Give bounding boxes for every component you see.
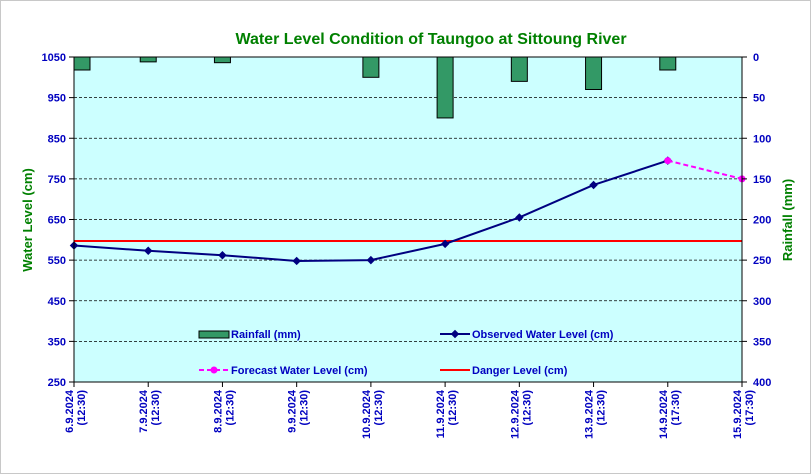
legend-item-observed: Observed Water Level (cm) <box>440 329 614 341</box>
observed-water-level-series <box>69 156 673 266</box>
y2-tick-label: 0 <box>753 52 759 64</box>
x-tick-label-time: (12:30) <box>521 390 533 426</box>
y2-tick-label: 100 <box>753 133 771 145</box>
legend-label-observed: Observed Water Level (cm) <box>472 329 614 341</box>
rainfall-bar <box>659 56 677 71</box>
x-tick-label-date: 6.9.2024 <box>64 389 76 433</box>
y2-tick-label: 200 <box>753 215 771 227</box>
legend-swatch-rainfall <box>198 330 230 339</box>
observed-point <box>366 255 376 265</box>
legend: Rainfall (mm) Observed Water Level (cm) … <box>198 329 614 377</box>
x-tick-label-date: 12.9.2024 <box>509 389 521 439</box>
chart-title: Water Level Condition of Taungoo at Sitt… <box>235 31 626 48</box>
observed-point <box>292 256 301 266</box>
observed-point <box>143 246 153 256</box>
rainfall-bar <box>213 56 231 64</box>
x-tick-label-date: 14.9.2024 <box>658 389 670 439</box>
x-tick-label-date: 9.9.2024 <box>287 389 299 433</box>
rainfall-bar <box>139 56 157 63</box>
left-y-tick-labels: 1050 950 850 750 650 550 450 350 250 <box>42 52 74 389</box>
rainfall-bar <box>436 56 454 119</box>
y-tick-label: 1050 <box>42 52 66 64</box>
x-tick-label-date: 13.9.2024 <box>584 389 596 439</box>
legend-label-rainfall: Rainfall (mm) <box>231 329 301 341</box>
x-tick-label-time: (17:30) <box>670 390 682 426</box>
observed-point <box>440 239 450 249</box>
x-tick-label-date: 15.9.2024 <box>732 389 744 439</box>
legend-item-forecast: Forecast Water Level (cm) <box>199 365 368 377</box>
x-tick-label-time: (12:30) <box>447 390 459 426</box>
legend-item-rainfall: Rainfall (mm) <box>198 329 301 341</box>
x-tick-label-time: (12:30) <box>224 390 236 426</box>
x-tick-label-date: 8.9.2024 <box>212 389 224 433</box>
x-tick-label-time: (12:30) <box>596 390 608 426</box>
x-tick-labels: 6.9.2024 (12:30) 7.9.2024 (12:30) 8.9.2024 (1… <box>64 382 756 439</box>
y2-tick-label: 350 <box>753 336 771 348</box>
y-tick-label: 350 <box>48 336 66 348</box>
legend-label-forecast: Forecast Water Level (cm) <box>231 365 368 377</box>
legend-label-danger: Danger Level (cm) <box>472 365 568 377</box>
y-tick-label: 850 <box>48 133 66 145</box>
x-tick-label-date: 11.9.2024 <box>435 389 447 438</box>
y-tick-label: 650 <box>48 215 66 227</box>
y-tick-label: 750 <box>48 174 66 186</box>
y-tick-label: 550 <box>48 255 66 267</box>
x-tick-label-date: 10.9.2024 <box>361 389 373 439</box>
x-tick-label-time: (17:30) <box>744 390 756 426</box>
x-tick-label-time: (12:30) <box>299 390 311 426</box>
legend-item-danger: Danger Level (cm) <box>440 365 568 377</box>
forecast-point <box>664 157 672 165</box>
y-tick-label: 250 <box>48 377 66 389</box>
x-tick-label-time: (12:30) <box>373 390 385 426</box>
x-tick-label-time: (12:30) <box>150 390 162 426</box>
legend-marker-observed <box>450 329 460 339</box>
rainfall-bar <box>73 56 91 71</box>
rainfall-bar <box>510 56 528 82</box>
y2-tick-label: 250 <box>753 255 771 267</box>
y2-axis-title: Rainfall (mm) <box>780 179 795 261</box>
y-tick-label: 450 <box>48 296 66 308</box>
y-axis-title: Water Level (cm) <box>20 168 35 272</box>
y2-tick-label: 50 <box>753 93 765 105</box>
x-tick-label-time: (12:30) <box>76 390 88 426</box>
legend-marker-forecast <box>210 366 218 374</box>
rainfall-bar <box>585 56 603 90</box>
y2-tick-label: 300 <box>753 296 771 308</box>
forecast-water-level-series <box>664 157 746 183</box>
forecast-line <box>667 159 743 180</box>
y2-tick-label: 400 <box>753 377 771 389</box>
y2-tick-label: 150 <box>753 174 771 186</box>
y-tick-label: 950 <box>48 93 66 105</box>
right-y-tick-labels: 0 50 100 150 200 250 300 350 400 <box>742 52 771 389</box>
observed-point <box>218 251 227 260</box>
x-tick-label-date: 7.9.2024 <box>138 389 150 433</box>
rainfall-bar <box>362 56 380 78</box>
